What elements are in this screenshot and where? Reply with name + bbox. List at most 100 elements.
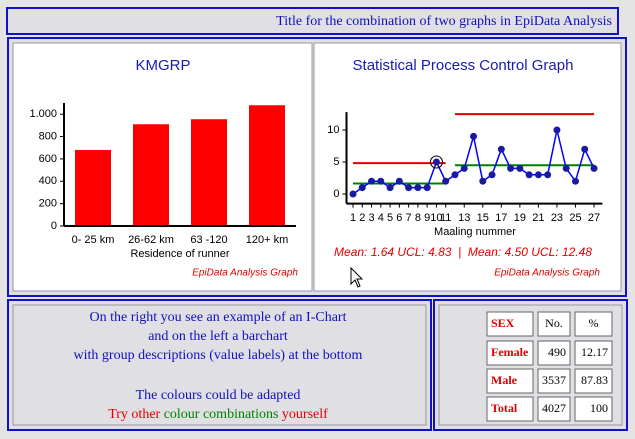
chart-title: KMGRP <box>135 57 190 74</box>
data-point <box>368 177 376 185</box>
x-tick-label: 15 <box>477 212 489 224</box>
x-tick-label: 5 <box>387 212 393 224</box>
note-line: The colours could be adapted <box>136 388 301 403</box>
data-point <box>414 184 422 192</box>
note-line: and on the left a barchart <box>148 329 288 344</box>
x-tick-label: 8 <box>415 212 421 224</box>
x-tick-label: 6 <box>396 212 402 224</box>
table-header: % <box>589 316 599 330</box>
title-bar <box>6 7 619 35</box>
y-tick-label: 600 <box>39 153 57 165</box>
bar <box>249 105 285 226</box>
table-value: 3537 <box>542 373 566 387</box>
data-point <box>488 171 496 179</box>
data-point <box>590 164 598 172</box>
chart-footer: EpiData Analysis Graph <box>192 268 298 279</box>
table-value: 490 <box>548 345 566 359</box>
data-point <box>497 145 505 153</box>
table-header: Male <box>491 373 518 387</box>
note-line: On the right you see an example of an I-… <box>90 310 347 325</box>
data-point <box>386 184 394 192</box>
bar <box>133 124 169 226</box>
x-tick-label: 63 -120 <box>190 234 227 246</box>
table-header: Total <box>491 401 518 415</box>
y-tick-label: 0 <box>333 188 339 200</box>
note-span: yourself <box>282 407 328 422</box>
x-tick-label: 10 <box>430 212 442 224</box>
table-value: 87.83 <box>581 373 608 387</box>
data-point <box>395 177 403 185</box>
data-point <box>479 177 487 185</box>
data-point <box>516 164 524 172</box>
data-point <box>581 145 589 153</box>
table-cell <box>574 396 613 422</box>
table-cell <box>486 340 534 366</box>
bar <box>75 149 111 226</box>
data-point <box>377 177 385 185</box>
note-span: Try other <box>108 407 160 422</box>
x-tick-label: 3 <box>368 212 374 224</box>
data-point <box>507 164 515 172</box>
table-cell <box>537 340 571 366</box>
x-tick-label: 11 <box>440 212 451 224</box>
x-tick-label: 23 <box>551 212 563 224</box>
x-tick-label: 19 <box>514 212 526 224</box>
x-tick-label: 4 <box>378 212 384 224</box>
table-frame <box>438 304 623 426</box>
table-value: 100 <box>590 401 608 415</box>
x-tick-label: 27 <box>588 212 600 224</box>
x-tick-label: 2 <box>359 212 365 224</box>
y-tick-label: 0 <box>51 220 57 232</box>
data-point <box>525 171 533 179</box>
table-cell <box>574 311 613 337</box>
table-header: Female <box>491 345 529 359</box>
data-point <box>405 184 413 192</box>
note-panel <box>7 299 432 431</box>
table-cell <box>574 340 613 366</box>
table-value: 12.17 <box>581 345 608 359</box>
note-line: with group descriptions (value labels) a… <box>74 348 363 363</box>
data-point <box>451 171 459 179</box>
x-axis-label: Maaling nummer <box>434 226 516 238</box>
data-point <box>470 132 478 140</box>
x-tick-label: 1 <box>350 212 356 224</box>
y-tick-label: 5 <box>333 156 339 168</box>
table-value: 4027 <box>542 401 566 415</box>
x-tick-label: 21 <box>532 212 544 224</box>
note-line: Try other colour combinations yourself <box>108 407 328 422</box>
x-tick-label: 9 <box>424 212 430 224</box>
y-tick-label: 400 <box>39 175 57 187</box>
chart-title: Statistical Process Control Graph <box>353 57 574 74</box>
x-tick-label: 0- 25 km <box>72 234 115 246</box>
y-tick-label: 200 <box>39 198 57 210</box>
y-tick-label: 1.000 <box>29 108 57 120</box>
table-cell <box>486 396 534 422</box>
x-tick-label: 120+ km <box>246 234 289 246</box>
page-title: Title for the combination of two graphs … <box>276 14 612 29</box>
bar <box>191 119 227 226</box>
y-tick-label: 10 <box>327 124 339 136</box>
data-point <box>442 177 450 185</box>
data-point <box>553 126 561 134</box>
data-point <box>544 171 552 179</box>
data-point <box>460 164 468 172</box>
table-cell <box>537 396 571 422</box>
chart-footer: EpiData Analysis Graph <box>494 268 600 279</box>
mouse-cursor <box>350 266 364 288</box>
table-cell <box>574 368 613 394</box>
note-frame <box>12 304 427 426</box>
table-cell <box>486 311 534 337</box>
x-tick-label: 25 <box>569 212 581 224</box>
table-cell <box>486 368 534 394</box>
x-axis-label: Residence of runner <box>130 248 229 260</box>
table-cell <box>537 368 571 394</box>
data-point <box>423 184 431 192</box>
note-span: colour combinations <box>164 407 279 422</box>
table-header: No. <box>545 316 563 330</box>
data-point <box>571 177 579 185</box>
chart-caption: Mean: 1.64 UCL: 4.83 | Mean: 4.50 UCL: 1… <box>334 245 592 259</box>
table-header: SEX <box>491 316 515 330</box>
signal-marker <box>429 155 443 169</box>
spc-chart-frame <box>313 42 622 292</box>
x-tick-label: 13 <box>458 212 470 224</box>
